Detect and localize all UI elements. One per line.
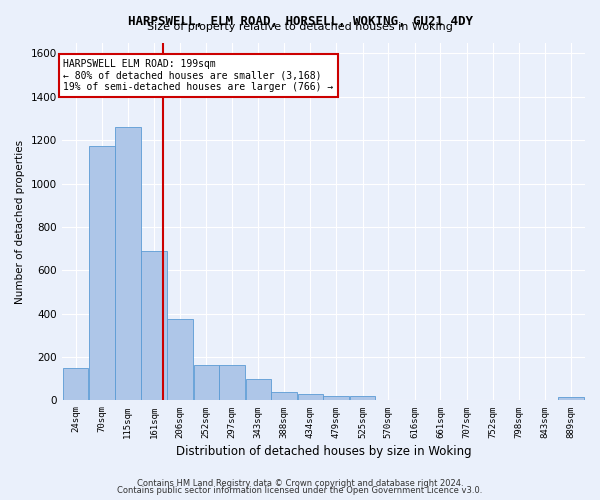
Bar [167,319,193,400]
Bar [219,365,245,400]
Bar [323,396,349,400]
Bar [115,127,140,400]
Y-axis label: Number of detached properties: Number of detached properties [15,140,25,304]
Bar [89,146,115,400]
Bar [558,397,584,400]
Bar [142,251,167,400]
Bar [245,379,271,400]
Bar [350,396,375,400]
Text: Size of property relative to detached houses in Woking: Size of property relative to detached ho… [147,22,453,32]
Text: Contains HM Land Registry data © Crown copyright and database right 2024.: Contains HM Land Registry data © Crown c… [137,478,463,488]
Text: HARPSWELL, ELM ROAD, HORSELL, WOKING, GU21 4DY: HARPSWELL, ELM ROAD, HORSELL, WOKING, GU… [128,15,473,28]
Text: HARPSWELL ELM ROAD: 199sqm
← 80% of detached houses are smaller (3,168)
19% of s: HARPSWELL ELM ROAD: 199sqm ← 80% of deta… [64,58,334,92]
Bar [63,368,88,400]
Text: Contains public sector information licensed under the Open Government Licence v3: Contains public sector information licen… [118,486,482,495]
Bar [194,365,219,400]
X-axis label: Distribution of detached houses by size in Woking: Distribution of detached houses by size … [176,444,471,458]
Bar [271,392,297,400]
Bar [298,394,323,400]
